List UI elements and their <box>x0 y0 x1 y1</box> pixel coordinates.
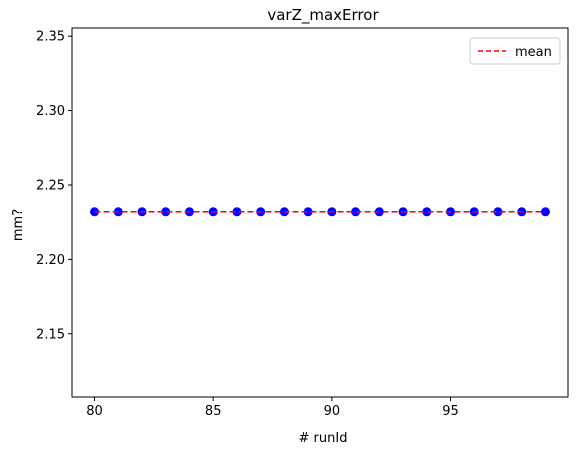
x-tick-label: 95 <box>442 404 459 419</box>
x-axis-ticks: 80 85 90 95 <box>86 397 459 419</box>
scatter-point <box>161 207 171 217</box>
plot-marks <box>90 207 550 217</box>
y-axis-label: mm? <box>11 209 26 241</box>
x-axis-label: # runId <box>299 431 348 446</box>
x-tick-label: 80 <box>86 404 103 419</box>
legend: mean <box>469 37 561 65</box>
y-tick-label: 2.15 <box>36 327 65 342</box>
x-tick-label: 90 <box>324 404 341 419</box>
y-tick-label: 2.20 <box>36 253 65 268</box>
y-axis-ticks: 2.15 2.20 2.25 2.30 2.35 <box>36 30 72 342</box>
scatter-point <box>493 207 503 217</box>
legend-mean-label: mean <box>515 45 552 60</box>
y-tick-label: 2.25 <box>36 178 65 193</box>
scatter-point <box>303 207 313 217</box>
x-tick-label: 85 <box>205 404 222 419</box>
plot-frame <box>71 27 569 398</box>
chart-title: varZ_maxError <box>267 6 379 25</box>
legend-box <box>469 37 561 65</box>
y-tick-label: 2.35 <box>36 30 65 45</box>
y-tick-label: 2.30 <box>36 104 65 119</box>
scatter-point <box>422 207 432 217</box>
scatter-point <box>232 207 242 217</box>
